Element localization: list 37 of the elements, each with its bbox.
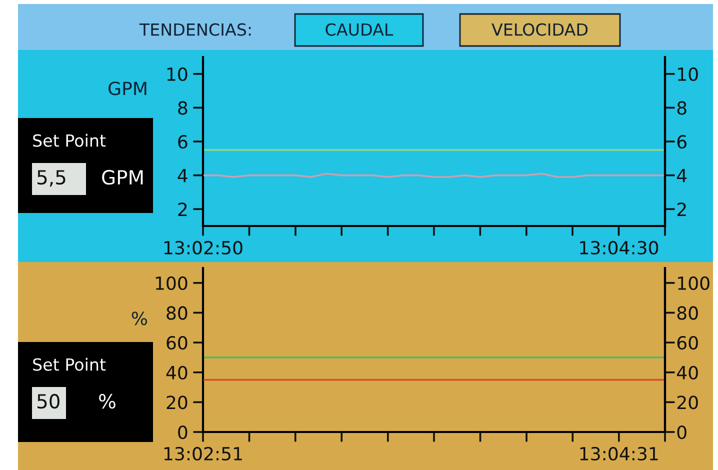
- text: 50: [38, 394, 60, 409]
- y-tick-label: 100: [156, 276, 188, 290]
- y-axis-title: GPM: [108, 82, 146, 96]
- y2-tick-label: 100: [678, 276, 710, 290]
- text: VELOCIDAD: [492, 23, 588, 36]
- x-tick-label: 13:04:30: [580, 240, 658, 255]
- y2-tick-label: 60: [677, 336, 698, 350]
- text: Set Point: [33, 358, 106, 371]
- x-tick-label: 13:04:31: [580, 446, 658, 461]
- y2-tick-label: 8: [677, 101, 686, 115]
- y2-tick-label: 10: [678, 67, 698, 82]
- text: CAUDAL: [326, 23, 394, 36]
- y-tick-label: 20: [166, 396, 188, 410]
- y-tick-label: 2: [178, 202, 187, 216]
- y-tick-label: 10: [167, 67, 188, 82]
- text: GPM: [102, 170, 143, 185]
- x-tick-label: 13:02:51: [164, 446, 242, 461]
- y-tick-label: 40: [166, 366, 188, 380]
- y2-tick-label: 0: [677, 425, 686, 440]
- y2-tick-label: 80: [677, 306, 698, 320]
- text: Set Point: [33, 134, 106, 147]
- y-tick-label: 80: [166, 306, 188, 320]
- y-tick-label: 4: [178, 168, 188, 182]
- y-tick-label: 0: [178, 425, 188, 440]
- x-tick-label: 13:02:50: [164, 240, 242, 255]
- text: 5,5: [38, 170, 66, 187]
- y2-tick-label: 2: [677, 202, 686, 216]
- text: TENDENCIAS:: [139, 23, 251, 36]
- y-axis-title: %: [132, 312, 148, 326]
- y-tick-label: 6: [178, 134, 188, 149]
- y-tick-label: 8: [178, 101, 188, 115]
- text: %: [99, 394, 116, 409]
- y2-tick-label: 20: [677, 396, 698, 410]
- y2-tick-label: 40: [676, 366, 698, 380]
- y2-tick-label: 4: [676, 168, 687, 182]
- y-tick-label: 60: [166, 336, 188, 350]
- y2-tick-label: 6: [677, 134, 686, 149]
